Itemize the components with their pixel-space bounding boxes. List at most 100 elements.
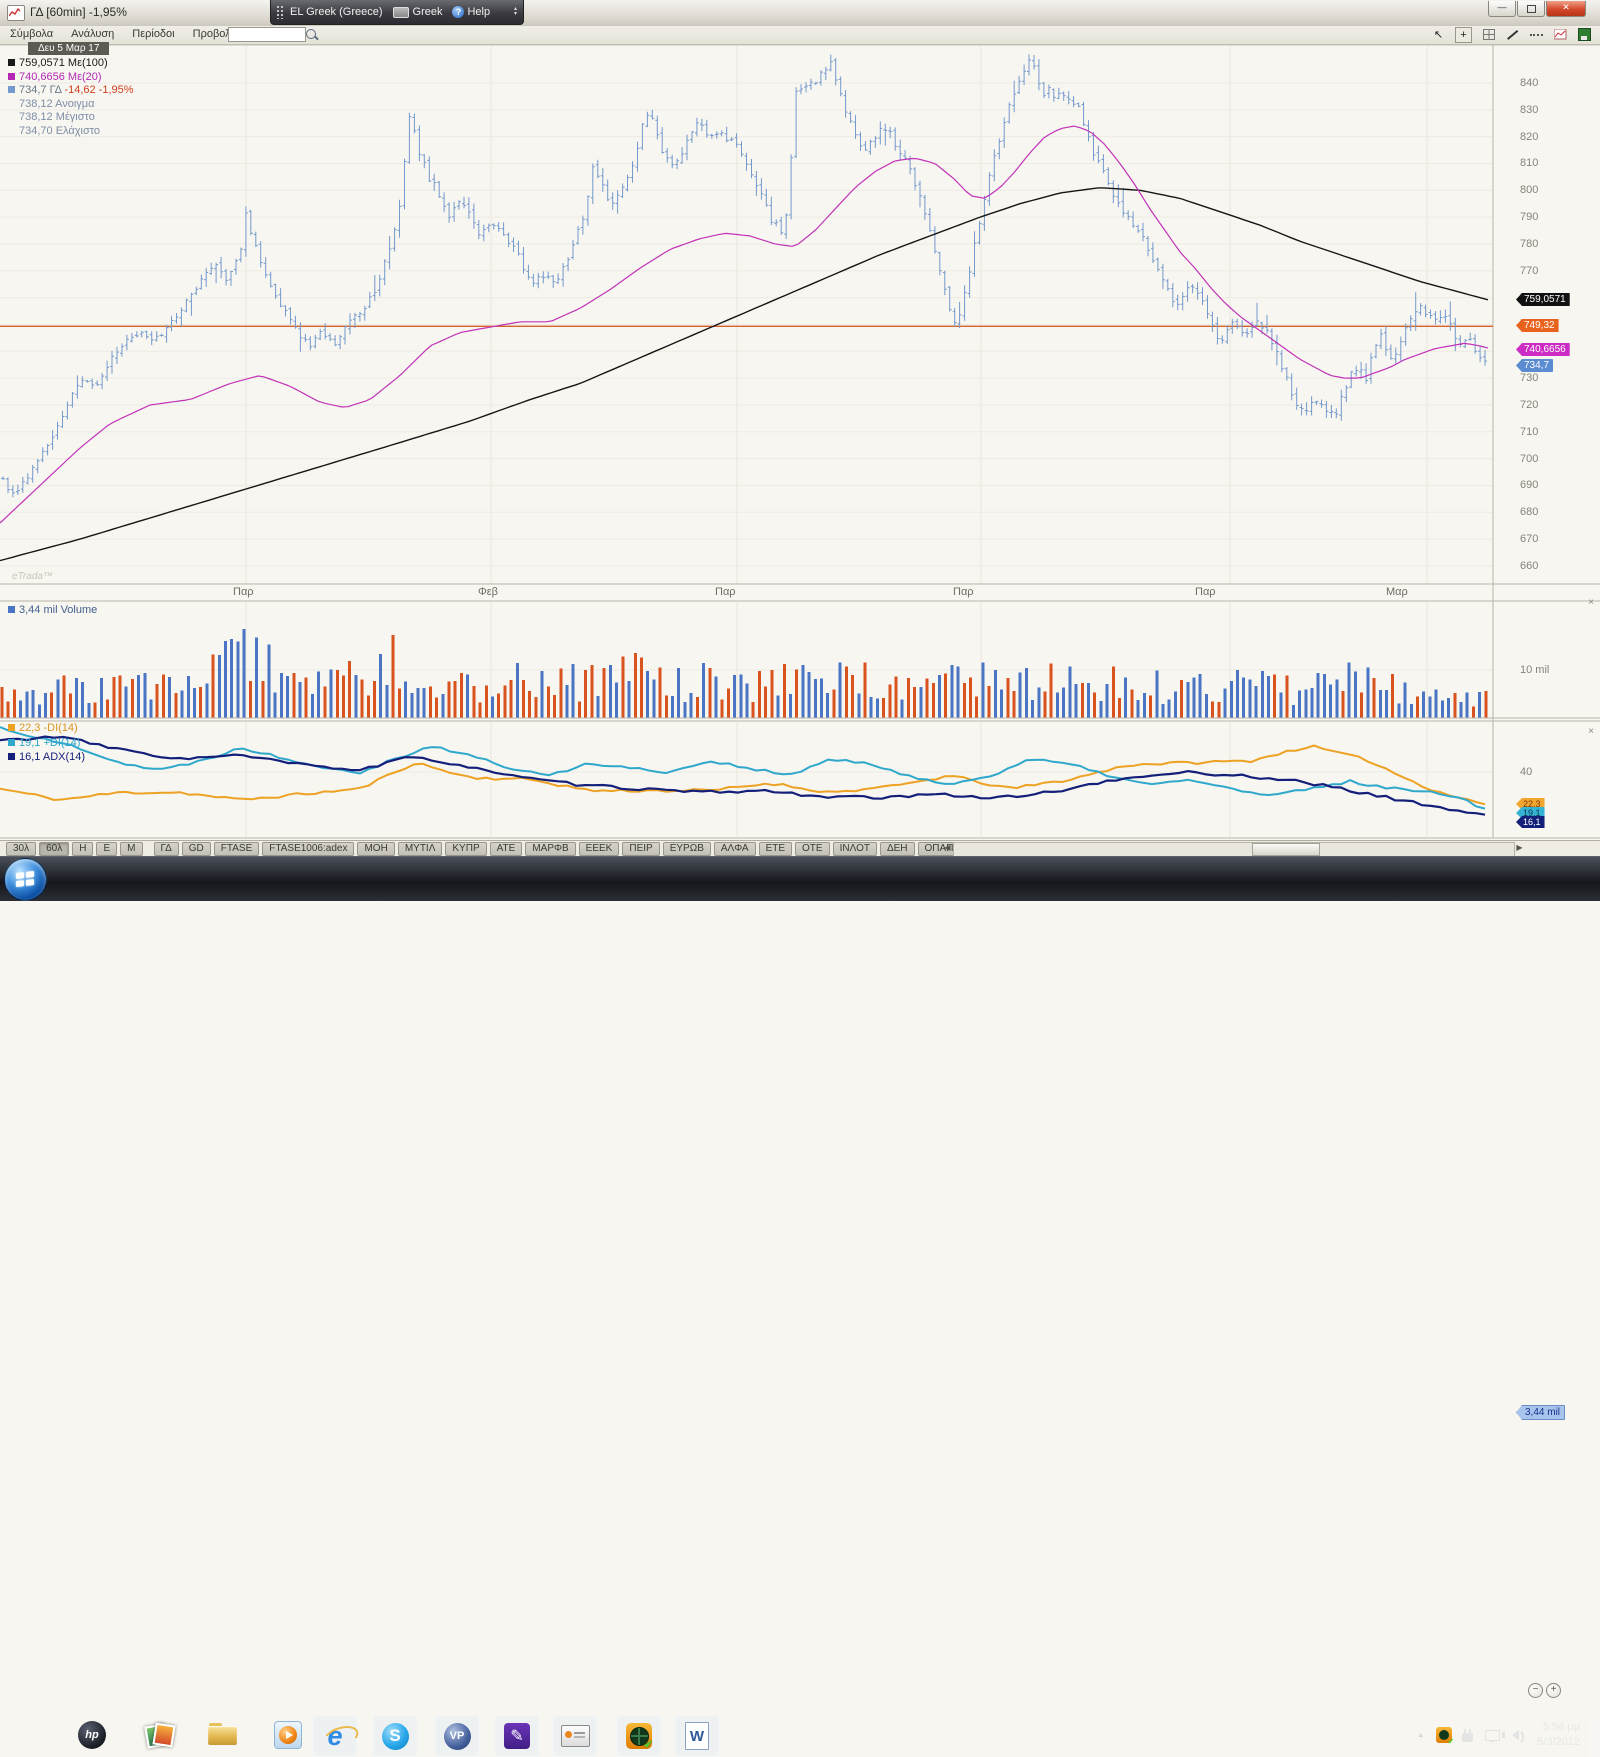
tab-FTASE1006:adex[interactable]: FTASE1006:adex — [262, 841, 355, 856]
taskbar-internet-explorer-icon[interactable]: e — [312, 1715, 358, 1757]
legend-last: 734,7 ΓΔ -14,62 -1,95% — [8, 84, 134, 98]
save-icon[interactable] — [1577, 28, 1592, 42]
dotted-line-tool-icon[interactable] — [1529, 28, 1544, 42]
start-button[interactable] — [4, 858, 47, 901]
scroll-right-icon[interactable]: ▶ — [1516, 843, 1523, 852]
y-axis-tick: 840 — [1520, 77, 1539, 89]
language-bar-label: EL Greek (Greece) — [290, 6, 383, 18]
y-axis-tick: 680 — [1520, 506, 1539, 518]
price-tag: 734,7 — [1516, 359, 1554, 372]
tab-ΜΥΤΙΛ[interactable]: ΜΥΤΙΛ — [397, 841, 443, 856]
tab-ΜΑΡΦΒ[interactable]: ΜΑΡΦΒ — [525, 841, 576, 856]
tab-ΚΥΠΡ[interactable]: ΚΥΠΡ — [445, 841, 487, 856]
menu-item-2[interactable]: Περίοδοι — [132, 28, 175, 40]
price-chart[interactable] — [0, 0, 1600, 840]
zoom-in-icon[interactable]: + — [1546, 1683, 1561, 1698]
hidden-icons-arrow-icon[interactable]: ▲ — [1417, 1731, 1425, 1739]
tab-ΟΠΑΠ[interactable]: ΟΠΑΠ — [917, 841, 961, 856]
taskbar-explorer-icon[interactable] — [201, 1715, 245, 1755]
tab-ΟΤΕ[interactable]: ΟΤΕ — [795, 841, 830, 856]
scrollbar-thumb[interactable] — [1252, 843, 1320, 856]
adx-axis-label: 40 — [1520, 766, 1533, 778]
price-legend: 759,0571 Με(100) 740,6656 Με(20) 734,7 Γ… — [8, 57, 134, 139]
tab-FTASE[interactable]: FTASE — [213, 841, 260, 856]
volume-legend: 3,44 mil Volume — [8, 604, 97, 616]
tab-ΕΤΕ[interactable]: ΕΤΕ — [758, 841, 793, 856]
tray-volume-icon[interactable] — [1502, 1729, 1525, 1745]
keyboard-layout-label[interactable]: Greek — [412, 6, 443, 18]
tab-ΕΕΕΚ[interactable]: ΕΕΕΚ — [578, 841, 620, 856]
show-desktop-button[interactable] — [1590, 1713, 1600, 1757]
zoom-out-icon[interactable]: − — [1528, 1683, 1543, 1698]
crosshair-tool-icon[interactable]: + — [1455, 26, 1472, 43]
tab-ΕΥΡΩΒ[interactable]: ΕΥΡΩΒ — [662, 841, 711, 856]
taskbar-hp-icon[interactable]: hp — [70, 1715, 114, 1755]
y-axis-tick: 700 — [1520, 453, 1539, 465]
y-axis-tick: 820 — [1520, 131, 1539, 143]
watermark: eTrada™ — [12, 571, 53, 582]
maximize-button[interactable] — [1517, 1, 1545, 17]
grip-handle-icon[interactable] — [276, 5, 284, 19]
tab-ΔΕΗ[interactable]: ΔΕΗ — [879, 841, 915, 856]
search-icon[interactable] — [306, 29, 316, 39]
tab-ΙΝΛΟΤ[interactable]: ΙΝΛΟΤ — [832, 841, 877, 856]
adx-pane-close-icon[interactable]: × — [1588, 726, 1594, 737]
taskbar-media-player-icon[interactable] — [266, 1715, 310, 1755]
menu-item-0[interactable]: Σύμβολα — [10, 28, 54, 40]
legend-ma100: 759,0571 Με(100) — [8, 57, 134, 71]
help-icon[interactable]: ? — [452, 6, 465, 18]
plus-di-swatch — [8, 738, 15, 746]
taskbar-vp-icon[interactable]: VP — [434, 1715, 480, 1757]
horizontal-scrollbar[interactable] — [953, 842, 1515, 857]
y-axis-tick: 670 — [1520, 533, 1539, 545]
adx-legend-plus-di: 19,1 +DI(14) — [8, 736, 85, 751]
clock-date: 5/3/2012 — [1537, 1736, 1580, 1748]
tab-ΠΕΙΡ[interactable]: ΠΕΙΡ — [622, 841, 660, 856]
tray-power-icon[interactable] — [1462, 1728, 1474, 1742]
keyboard-icon[interactable] — [392, 6, 409, 18]
price-tag: 759,0571 — [1516, 293, 1570, 306]
x-axis-label: Μαρ — [1386, 586, 1408, 598]
menu-item-3[interactable]: Προβολή — [192, 28, 237, 40]
scroll-left-icon[interactable]: ◀ — [944, 843, 951, 852]
tab-30λ[interactable]: 30λ — [6, 841, 37, 856]
taskbar-word-icon[interactable]: W — [674, 1715, 720, 1757]
clock-time: 5:54 μμ — [1542, 1721, 1580, 1733]
taskbar-globe-security-icon[interactable]: ✔ — [616, 1715, 662, 1757]
pointer-tool-icon[interactable]: ↖ — [1433, 29, 1444, 41]
app-icon — [7, 5, 25, 21]
adx-swatch — [8, 753, 15, 760]
menu-item-1[interactable]: Ανάλυση — [71, 28, 115, 40]
taskbar: hp eS VP ✎ ✔ W ▲ 5:54 μμ 5/3/2012 — [0, 856, 1600, 1757]
tab-GD[interactable]: GD — [181, 841, 211, 856]
tab-ΑΛΦΑ[interactable]: ΑΛΦΑ — [713, 841, 756, 856]
tab-ΑΤΕ[interactable]: ΑΤΕ — [489, 841, 523, 856]
system-tray: ▲ 5:54 μμ 5/3/2012 — [1417, 1713, 1600, 1757]
taskbar-photo-gallery-icon[interactable] — [136, 1715, 180, 1755]
tab-Ε[interactable]: Ε — [96, 841, 118, 856]
language-bar[interactable]: EL Greek (Greece) Greek ? Help ▴ ▾ — [270, 0, 524, 25]
grid-tool-icon[interactable] — [1481, 28, 1496, 42]
minimize-button[interactable]: — — [1488, 1, 1516, 17]
symbol-search-input[interactable] — [228, 27, 306, 42]
tab-ΓΔ[interactable]: ΓΔ — [153, 841, 179, 856]
close-button[interactable]: ✕ — [1546, 1, 1586, 17]
tab-Η[interactable]: Η — [72, 841, 94, 856]
tab-ΜΟΗ[interactable]: ΜΟΗ — [357, 841, 395, 856]
tab-Μ[interactable]: Μ — [120, 841, 143, 856]
legend-open: 738,12 Ανοιγμα — [19, 97, 95, 110]
tray-network-icon[interactable] — [1485, 1729, 1501, 1742]
x-axis-label: Παρ — [233, 586, 254, 598]
legend-high: 738,12 Μέγιστο — [19, 111, 95, 124]
tab-60λ[interactable]: 60λ — [39, 841, 70, 856]
volume-pane-close-icon[interactable]: × — [1588, 597, 1594, 608]
taskbar-gray-app-icon[interactable] — [552, 1715, 598, 1757]
tray-clock[interactable]: 5:54 μμ 5/3/2012 — [1537, 1720, 1580, 1750]
taskbar-purple-app-icon[interactable]: ✎ — [494, 1715, 540, 1757]
chart-type-icon[interactable] — [1553, 28, 1568, 42]
taskbar-skype-icon[interactable]: S — [372, 1715, 418, 1757]
help-label[interactable]: Help — [467, 6, 491, 18]
tray-security-icon[interactable] — [1436, 1727, 1454, 1746]
language-bar-options-icon[interactable]: ▴ ▾ — [513, 6, 517, 17]
y-axis-tick: 810 — [1520, 157, 1539, 169]
